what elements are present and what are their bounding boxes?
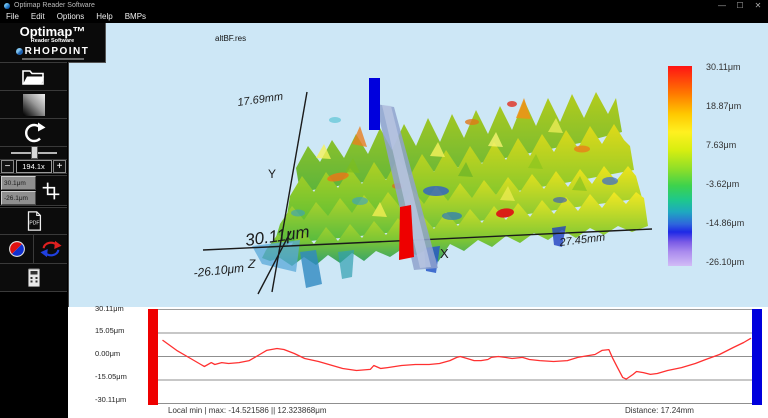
toolbar: − 194.1x + 30.1μm -26.1μm PDF: [0, 62, 69, 418]
open-file-button[interactable]: [0, 62, 67, 91]
y-axis-label: Y: [268, 167, 276, 181]
menu-file[interactable]: File: [6, 12, 19, 21]
profile-start-marker[interactable]: [148, 309, 158, 405]
profile-pane: 30.11μm 15.05μm 0.00μm -15.05μm -30.11μm…: [68, 304, 768, 418]
z-min-label: -26.10μm: [193, 261, 245, 280]
menu-bmps[interactable]: BMPs: [124, 12, 147, 21]
profile-tick: -15.05μm: [95, 372, 127, 381]
colorbar-tick: -3.62μm: [706, 179, 740, 189]
pdf-icon: PDF: [27, 211, 41, 231]
maximize-button[interactable]: ☐: [736, 1, 744, 10]
zoom-out-button[interactable]: −: [1, 160, 14, 173]
pdf-icon-label: PDF: [29, 221, 39, 227]
range-min-button[interactable]: -26.1μm: [1, 191, 37, 205]
app-icon: [4, 2, 10, 9]
open-folder-icon: [21, 69, 44, 85]
rotate-icon: [24, 122, 45, 142]
slider-track[interactable]: [10, 146, 57, 159]
colorbar-tick: 18.87μm: [706, 101, 742, 111]
colorbar-tick: -26.10μm: [706, 257, 745, 267]
scale-range-control: 30.1μm -26.1μm: [0, 175, 67, 206]
profile-tick: 30.11μm: [95, 304, 124, 313]
profile-curve: [162, 337, 752, 380]
brand-product: Optimap™: [19, 24, 86, 39]
menubar: File Edit Options Help BMPs: [0, 11, 768, 23]
color-tools: [0, 234, 67, 264]
range-max-button[interactable]: 30.1μm: [1, 176, 37, 190]
profile-tick: 0.00μm: [95, 349, 121, 358]
brand-company-row: RHOPOINT: [0, 46, 105, 57]
result-file-label: altBF.res: [215, 34, 247, 43]
colorbar-tick: 30.11μm: [706, 62, 741, 72]
surface-front-valleys: [252, 226, 566, 288]
profile-tick: 15.05μm: [95, 326, 125, 335]
profile-plot[interactable]: [148, 309, 762, 405]
y-extent-label: 17.69mm: [237, 91, 284, 109]
profile-tick: -30.11μm: [95, 395, 127, 404]
window-title: Optimap Reader Software: [14, 2, 95, 9]
profile-end-marker[interactable]: [752, 309, 762, 405]
profile-end-marker-3d[interactable]: [369, 78, 380, 130]
profile-distance: Distance: 17.24mm: [625, 406, 694, 415]
recolor-arrows-icon: [39, 240, 62, 258]
menu-options[interactable]: Options: [56, 12, 85, 21]
minimize-button[interactable]: —: [718, 1, 726, 10]
surface-terrain: [262, 92, 648, 266]
globe-icon: [15, 48, 23, 55]
menu-edit[interactable]: Edit: [30, 12, 45, 21]
brand-subtitle: Reader Software: [30, 38, 75, 44]
titlebar: Optimap Reader Software — ☐ ✕: [0, 0, 768, 11]
menu-help[interactable]: Help: [96, 12, 113, 21]
color-mode-button[interactable]: [0, 235, 33, 263]
measure-button[interactable]: [0, 263, 67, 292]
export-pdf-button[interactable]: PDF: [0, 207, 67, 235]
view-slider[interactable]: [0, 146, 67, 160]
profile-gridlines: [148, 309, 762, 404]
calculator-icon: [27, 268, 40, 287]
close-button[interactable]: ✕: [754, 1, 762, 10]
colorbar-tick: 7.63μm: [706, 140, 737, 150]
recolor-button[interactable]: [33, 235, 67, 263]
crop-button[interactable]: [36, 181, 66, 201]
surface-view-pane: altBF.res: [68, 23, 768, 309]
brand-logo: Optimap™ Reader Software RHOPOINT: [0, 23, 106, 63]
rotate-view-button[interactable]: [0, 118, 67, 147]
color-wheel-icon: [8, 241, 25, 257]
zoom-control: − 194.1x +: [0, 159, 67, 174]
zoom-value: 194.1x: [15, 160, 52, 173]
x-axis-label: X: [440, 246, 449, 261]
surface-shading-button[interactable]: [0, 90, 67, 119]
brand-company: RHOPOINT: [24, 46, 90, 57]
gradient-preview-icon: [22, 93, 45, 116]
profile-start-marker-3d[interactable]: [399, 205, 414, 260]
surface-plot[interactable]: 17.69mm Y 30.11μm Z -26.10μm X 27.45mm: [68, 23, 768, 307]
surface-scratch-highlight: [382, 105, 431, 268]
brand-tagline: [21, 58, 84, 60]
z-axis-label: Z: [247, 257, 256, 271]
colorbar: [668, 66, 692, 266]
crop-icon: [42, 182, 60, 199]
zoom-in-button[interactable]: +: [53, 160, 66, 173]
colorbar-tick: -14.86μm: [706, 218, 745, 228]
slider-handle[interactable]: [30, 146, 38, 159]
x-extent-label: 27.45mm: [558, 231, 606, 249]
profile-stats: Local min | max: -14.521586 || 12.323868…: [168, 406, 327, 415]
